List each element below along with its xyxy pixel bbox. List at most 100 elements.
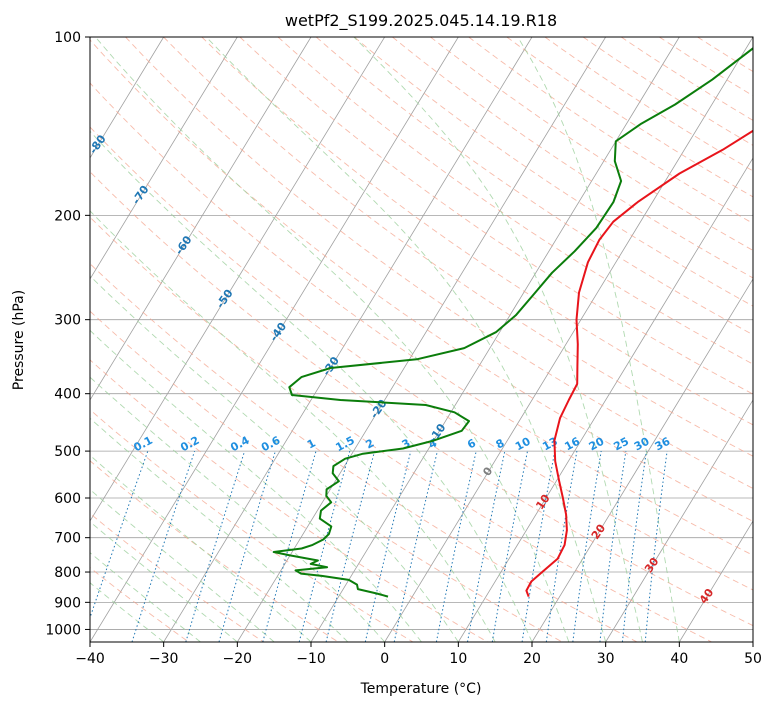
profile-series bbox=[272, 47, 753, 598]
mixing-ratio-label: 25 bbox=[611, 435, 631, 454]
dry-adiabat-label: -90 bbox=[40, 88, 62, 112]
mixing-ratio-line bbox=[491, 451, 528, 642]
mixing-ratio-line bbox=[393, 450, 438, 642]
dry-adiabat-label: -70 bbox=[130, 183, 152, 207]
mixing-ratio-line bbox=[644, 451, 668, 642]
dry-adiabat-line bbox=[354, 37, 753, 307]
y-axis-label: Pressure (hPa) bbox=[11, 290, 27, 390]
mixing-ratio-label: 13 bbox=[540, 435, 560, 454]
dry-adiabat-label: -40 bbox=[267, 320, 289, 344]
moist-adiabat-line bbox=[517, 37, 680, 642]
moist-adiabat-line bbox=[353, 37, 643, 642]
moist-adiabat-line bbox=[95, 37, 570, 642]
mixing-ratio-label: 6 bbox=[465, 436, 478, 451]
mixing-ratio-line bbox=[298, 450, 351, 642]
dry-adiabat-line bbox=[90, 263, 638, 642]
dry-adiabat-line bbox=[125, 37, 753, 489]
dry-adiabat-line bbox=[163, 37, 753, 457]
moist-adiabat-line bbox=[90, 210, 496, 642]
isotherm-line bbox=[531, 278, 753, 642]
x-tick-label: −20 bbox=[223, 651, 253, 667]
x-tick-label: 40 bbox=[670, 651, 688, 667]
mixing-ratio-label: 10 bbox=[513, 435, 533, 454]
y-tick-label: 500 bbox=[54, 444, 81, 460]
y-tick-label: 300 bbox=[54, 313, 81, 329]
dry-adiabat-label: 40 bbox=[697, 586, 717, 606]
mixing-ratio-line bbox=[467, 450, 506, 642]
isotherm-line bbox=[90, 37, 238, 280]
dry-adiabat-line bbox=[697, 37, 753, 73]
isotherm-line bbox=[752, 641, 753, 642]
isotherm-line bbox=[163, 37, 533, 642]
y-tick-label: 600 bbox=[54, 491, 81, 507]
dry-adiabat-label: -50 bbox=[214, 287, 236, 311]
dry-adiabat-line bbox=[90, 310, 563, 642]
isotherm-line bbox=[90, 37, 459, 642]
moist-adiabat-line bbox=[205, 37, 607, 642]
plot-frame bbox=[89, 36, 754, 643]
dry-adiabat-line bbox=[90, 409, 414, 642]
y-tick-label: 900 bbox=[54, 595, 81, 611]
dry-adiabat-label: -30 bbox=[320, 354, 342, 378]
dry-adiabat-line bbox=[315, 37, 753, 336]
moist-adiabat-line bbox=[90, 275, 459, 642]
mixing-ratio-label: 2 bbox=[363, 436, 376, 451]
x-tick-label: 50 bbox=[744, 651, 762, 667]
mixing-ratio-line bbox=[364, 450, 412, 642]
dry-adiabat-line bbox=[430, 37, 753, 251]
moist-adiabat-line bbox=[90, 329, 422, 642]
mixing-ratio-label: 16 bbox=[562, 435, 582, 454]
dry-adiabat-line bbox=[90, 216, 712, 642]
mixing-ratio-line bbox=[435, 450, 477, 642]
y-tick-label: 400 bbox=[54, 387, 81, 403]
x-tick-label: −40 bbox=[75, 651, 105, 667]
mixing-ratio-line bbox=[90, 450, 149, 620]
isotherm-line bbox=[90, 37, 312, 401]
mixing-ratio-line bbox=[521, 451, 556, 642]
dry-adiabat-label: -20 bbox=[368, 397, 390, 421]
dry-adiabat-line bbox=[90, 82, 753, 556]
dry-adiabat-line bbox=[90, 512, 264, 642]
mixing-ratio-line bbox=[218, 450, 276, 642]
dry-adiabat-line bbox=[90, 171, 753, 627]
isotherm-line bbox=[678, 520, 753, 642]
mixing-ratio-label: 1 bbox=[305, 436, 318, 451]
moist-adiabat-line bbox=[90, 521, 238, 642]
dry-adiabat-line bbox=[277, 37, 753, 365]
moist-adiabat-line bbox=[90, 454, 312, 642]
background-lines bbox=[90, 37, 753, 642]
dry-adiabat-line bbox=[582, 37, 753, 146]
dry-adiabat-line bbox=[90, 567, 190, 642]
mixing-ratio-line bbox=[325, 450, 376, 642]
dry-adiabat-line bbox=[392, 37, 753, 279]
isotherm-line bbox=[384, 37, 753, 642]
isotherm-line bbox=[90, 37, 165, 159]
x-tick-label: −10 bbox=[296, 651, 326, 667]
dry-adiabat-label: 20 bbox=[589, 522, 609, 542]
y-tick-label: 800 bbox=[54, 565, 81, 581]
isotherm-line bbox=[310, 37, 680, 642]
x-axis-label: Temperature (°C) bbox=[360, 681, 482, 697]
dry-adiabat-label: -100 bbox=[0, 46, 14, 76]
moist-adiabat-line bbox=[90, 376, 386, 642]
dry-adiabat-line bbox=[201, 37, 753, 426]
mixing-ratio-line bbox=[131, 450, 196, 642]
mixing-ratio-line bbox=[599, 451, 627, 642]
isotherm-line bbox=[90, 37, 386, 522]
x-tick-label: 0 bbox=[380, 651, 389, 667]
dry-adiabat-line bbox=[239, 37, 753, 395]
temperature-profile-line bbox=[525, 129, 753, 597]
chart-title: wetPf2_S199.2025.045.14.19.R18 bbox=[285, 11, 557, 31]
mixing-ratio-line bbox=[545, 451, 578, 642]
axis-ticks: −40 −30 −20 −10 0 10 20 30 40 5010020030040050060… bbox=[45, 30, 762, 667]
isotherm-line bbox=[605, 399, 753, 642]
isopleth-labels: 0.1 0.2 0.4 0.6 1 1.5 2 3 4 6 8 10 13 16 20 25 30 36-100-… bbox=[0, 46, 717, 606]
mixing-ratio-label: 30 bbox=[632, 435, 652, 454]
mixing-ratio-label: 20 bbox=[587, 435, 607, 454]
mixing-ratio-line bbox=[572, 451, 602, 642]
moist-adiabat-line bbox=[90, 417, 349, 642]
isotherm-line bbox=[236, 37, 607, 642]
x-tick-label: 30 bbox=[597, 651, 615, 667]
y-tick-label: 100 bbox=[54, 30, 81, 46]
